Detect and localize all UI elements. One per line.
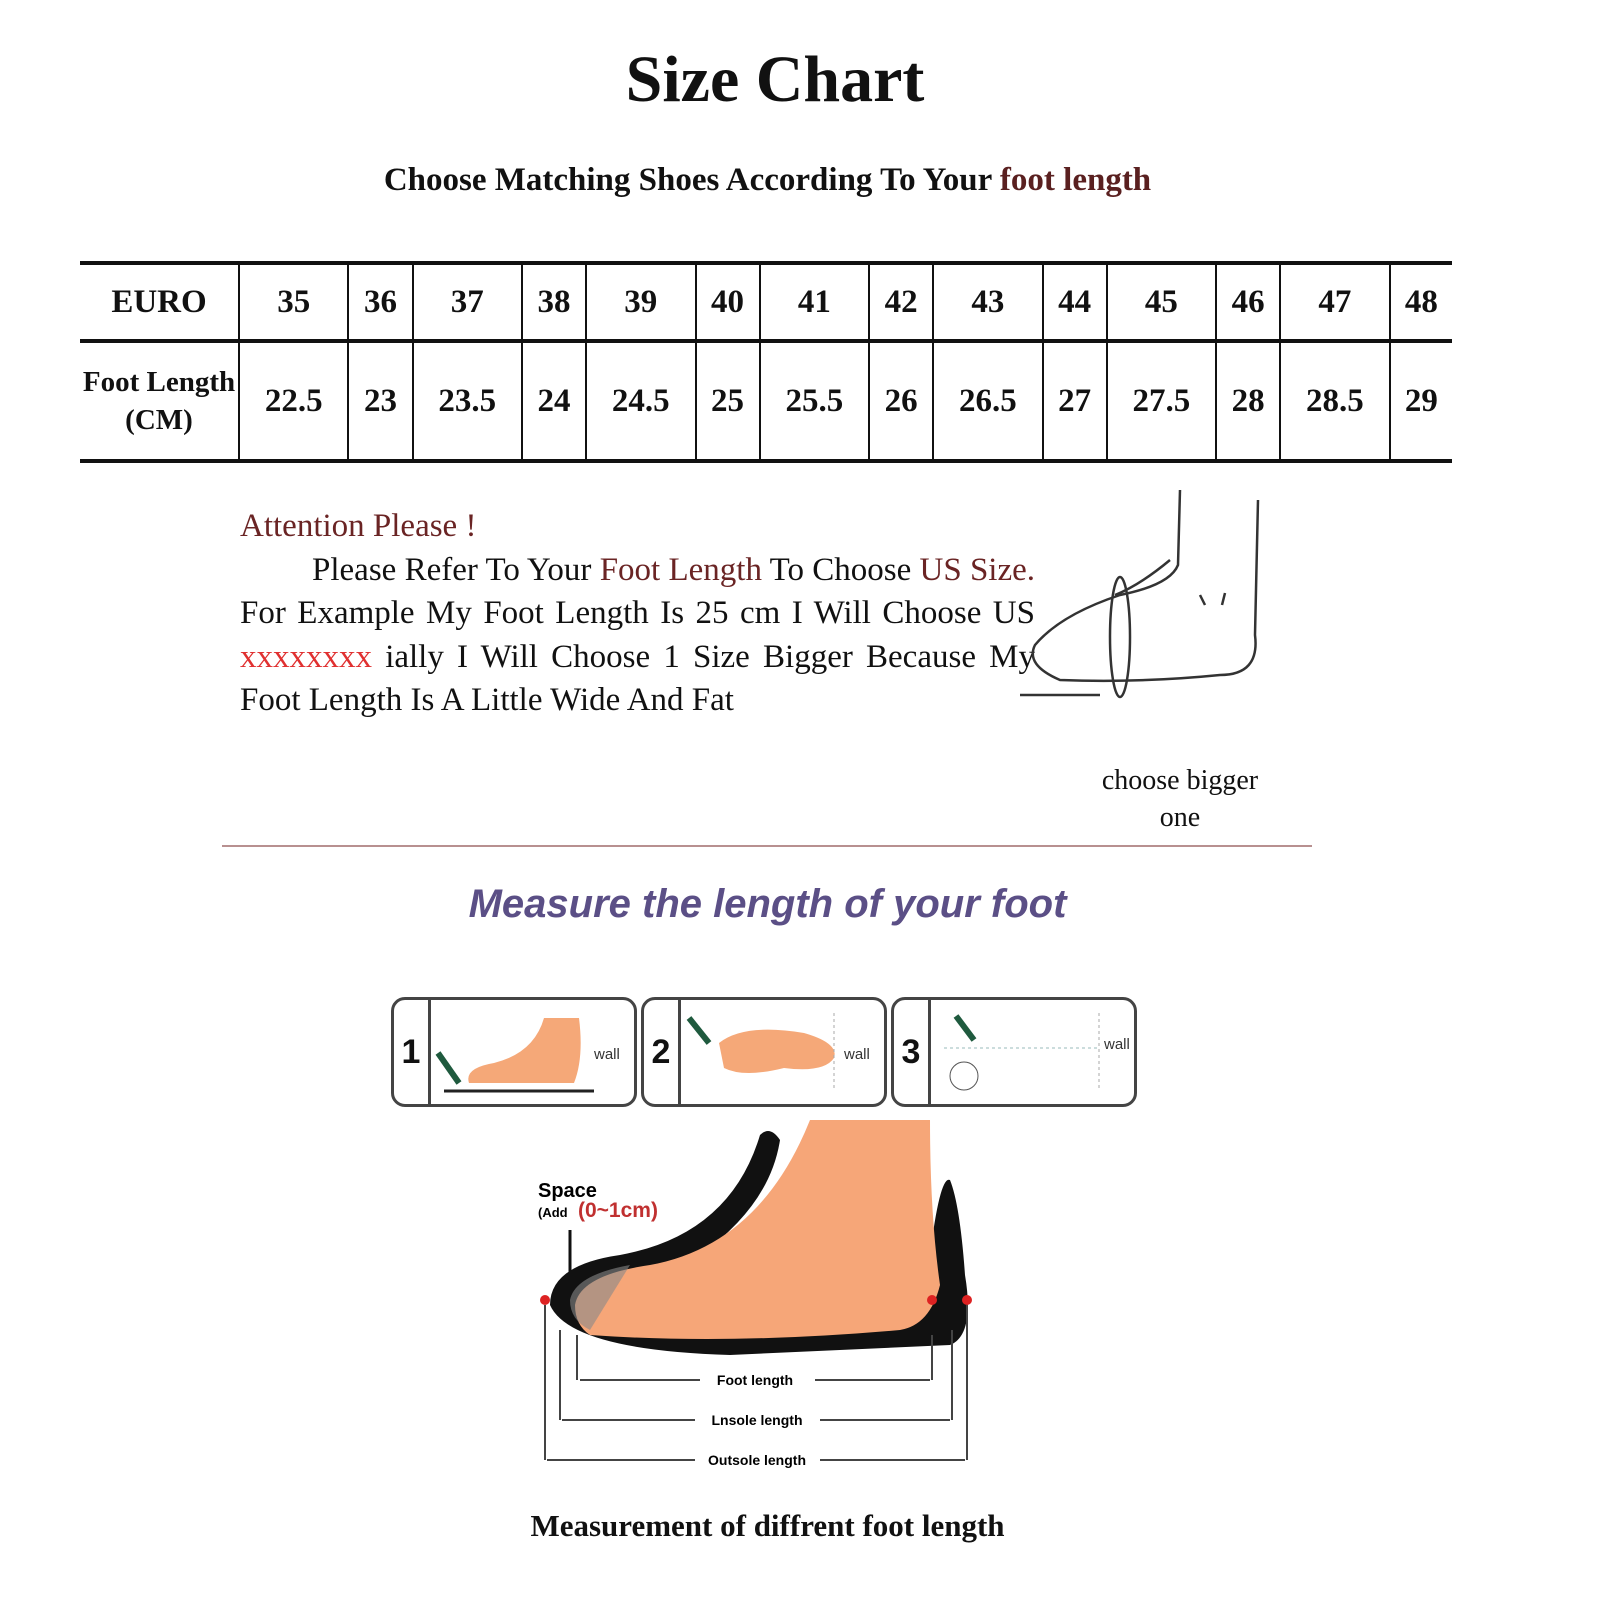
euro-size-cell: 41 [758,263,870,343]
foot-length-cell: 24 [520,341,587,461]
row-header-euro: EURO [80,263,239,343]
attn-highlight: US Size. [919,551,1036,588]
euro-size-cell: 37 [411,263,522,343]
foot-top-icon [686,1013,835,1088]
euro-size-cell: 40 [694,263,760,343]
space-range-label: (0~1cm) [578,1199,658,1222]
foot-length-cell: 23.5 [411,341,522,461]
euro-size-cell: 36 [347,263,413,343]
diagram-caption: Measurement of diffrent foot length [530,1508,1005,1543]
divider [222,845,1312,847]
euro-size-cell: 46 [1215,263,1281,343]
foot-length-cell: 26 [868,341,934,461]
attn-redacted: xxxxxxxx [240,638,372,675]
euro-size-cell: 42 [868,263,934,343]
euro-size-cell: 39 [585,263,696,343]
foot-length-row: Foot Length (CM) 22.5 23 23.5 24 24.5 25 25.5 2… [80,341,1452,461]
wall-label: wall [594,1046,620,1063]
euro-row: EURO 35 36 37 38 39 40 41 42 43 44 45 46 47 48 [80,263,1452,343]
step-number: 3 [894,1000,931,1104]
attn-text: Please Refer To Your [312,551,600,588]
step-number: 2 [644,1000,681,1104]
foot-length-cell: 26.5 [932,341,1043,461]
euro-size-cell: 48 [1388,263,1452,343]
foot-length-cell: 22.5 [237,341,349,461]
euro-size-cell: 43 [932,263,1043,343]
step-number: 1 [394,1000,431,1104]
subtitle-highlight: foot length [999,162,1152,198]
measure-title: Measure the length of your foot [468,882,1067,926]
attn-highlight: Foot Length [599,551,762,588]
foot-length-cell: 24.5 [585,341,696,461]
foot-side-icon [435,1018,594,1093]
page-title: Size Chart [625,43,925,116]
space-label: Space [538,1180,597,1202]
attention-heading: Attention Please ! [240,508,477,544]
shoe-foot-diagram: Space (Add (0~1cm) Foot length Lnsole le… [538,1120,972,1468]
foot-sketch-illustration [1020,489,1260,699]
subtitle: Choose Matching Shoes According To Your … [0,162,1535,199]
foot-length-cell: 25.5 [758,341,870,461]
row-header-foot-length: Foot Length (CM) [82,366,236,436]
attention-note: Attention Please ! Please Refer To Your … [240,505,1035,723]
euro-size-cell: 38 [520,263,587,343]
attn-text: ially I Will Choose 1 Size Bigger Becaus… [240,638,1035,719]
euro-size-cell: 45 [1105,263,1217,343]
step-2-panel: 2 wall [641,997,887,1107]
insole-length-label: Lnsole length [712,1412,803,1428]
foot-length-cell: 28.5 [1279,341,1390,461]
foot-length-cell: 23 [347,341,413,461]
wall-label: wall [1104,1036,1130,1053]
size-table: EURO 35 36 37 38 39 40 41 42 43 44 45 46 47 48 Foot L… [80,261,1452,463]
foot-length-cell: 27.5 [1105,341,1217,461]
foot-length-cell: 28 [1215,341,1281,461]
step-1-panel: 1 wall [391,997,637,1107]
measure-line-icon [944,1013,1100,1091]
outsole-length-label: Outsole length [708,1452,806,1468]
attn-text: To Choose [761,551,920,588]
foot-length-cell: 29 [1388,341,1452,461]
choose-bigger-label: choose bigger one [1101,765,1259,833]
foot-length-cell: 25 [694,341,760,461]
euro-size-cell: 47 [1279,263,1390,343]
foot-length-label: Foot length [717,1372,793,1388]
attn-text: For Example My Foot Length Is 25 cm I Wi… [240,595,1035,631]
step-3-panel: 3 wall [891,997,1137,1107]
wall-label: wall [844,1046,870,1063]
subtitle-text: Choose Matching Shoes According To Your [383,162,1000,198]
add-label: (Add [538,1205,568,1220]
euro-size-cell: 35 [237,263,349,343]
foot-length-cell: 27 [1041,341,1107,461]
euro-size-cell: 44 [1041,263,1107,343]
